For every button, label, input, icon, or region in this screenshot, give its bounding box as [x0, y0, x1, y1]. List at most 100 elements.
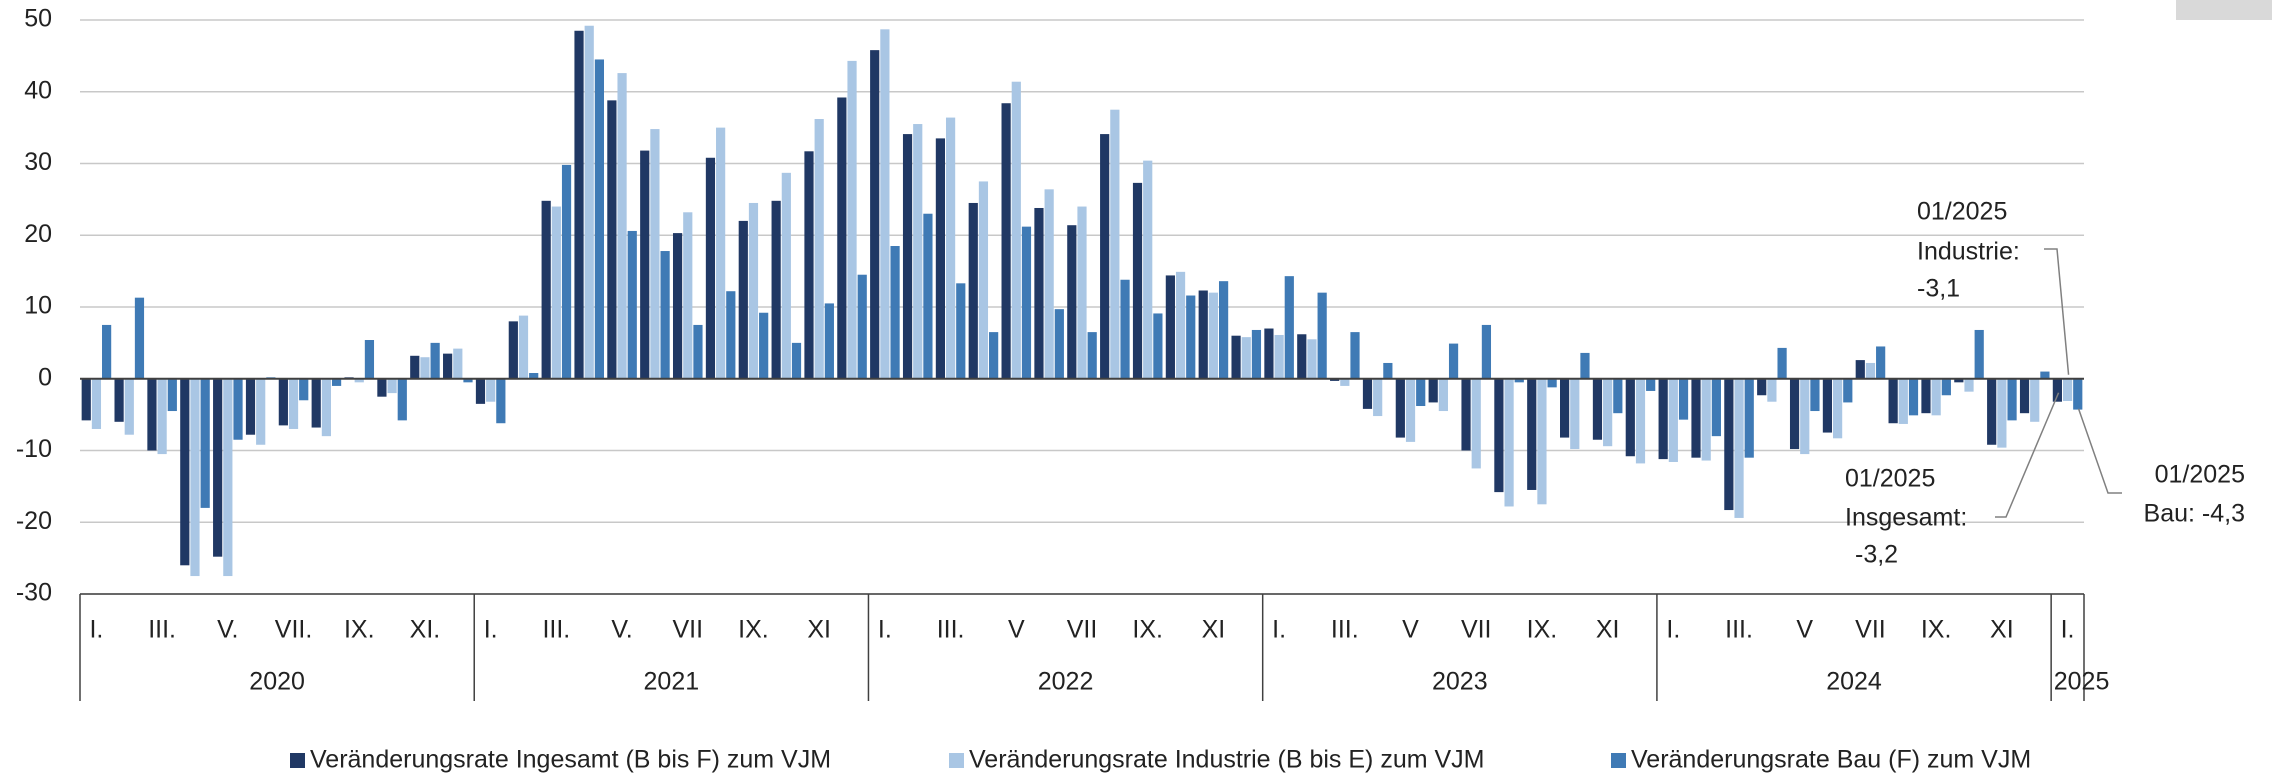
- bar: [824, 303, 834, 379]
- bar: [354, 378, 364, 383]
- x-tick-label: I.: [1272, 616, 1286, 644]
- bar: [1822, 378, 1833, 433]
- bar: [1077, 206, 1087, 379]
- bar: [627, 230, 637, 379]
- bar: [1461, 378, 1471, 451]
- bar: [847, 60, 857, 379]
- bar: [1034, 207, 1044, 379]
- bar: [1921, 378, 1931, 414]
- bar: [311, 378, 321, 428]
- x-tick-label: III.: [542, 616, 570, 644]
- bar: [1438, 378, 1448, 412]
- bar: [594, 59, 604, 379]
- bar: [1067, 225, 1077, 379]
- x-tick-label: III.: [937, 616, 965, 644]
- x-tick-label: VII.: [275, 616, 313, 644]
- bar: [1231, 335, 1241, 379]
- legend-swatch: [290, 753, 305, 768]
- bar: [190, 378, 200, 577]
- x-tick-label: XI: [1596, 616, 1620, 644]
- bar: [1218, 281, 1229, 379]
- annotation: 01/2025: [1845, 465, 1935, 493]
- bar: [683, 212, 693, 379]
- bar: [134, 297, 145, 379]
- bar: [2007, 378, 2017, 421]
- bar: [1284, 276, 1294, 379]
- bar: [771, 200, 781, 379]
- bar: [1678, 378, 1689, 420]
- y-tick-label: 20: [24, 220, 52, 248]
- bar: [945, 117, 956, 379]
- bar: [1724, 378, 1734, 511]
- bar: [245, 378, 256, 435]
- bar: [278, 378, 288, 426]
- x-tick-label: V.: [217, 616, 238, 644]
- bar: [1974, 329, 1984, 379]
- bar: [387, 378, 397, 394]
- bar: [1165, 275, 1175, 379]
- bar: [420, 357, 430, 379]
- bar: [541, 200, 551, 379]
- legend-label: Veränderungsrate Bau (F) zum VJM: [1631, 746, 2031, 774]
- bar: [1888, 378, 1898, 424]
- bar: [518, 315, 529, 379]
- bar: [1198, 290, 1208, 379]
- bar: [738, 220, 748, 379]
- bar: [114, 378, 124, 422]
- annotation: Bau: -4,3: [2144, 500, 2245, 528]
- bar: [1340, 378, 1350, 386]
- bar: [1481, 324, 1492, 379]
- bar: [1547, 378, 1557, 388]
- x-tick-label: III.: [148, 616, 176, 644]
- bar: [475, 378, 486, 404]
- bar: [1186, 295, 1196, 379]
- bar: [2052, 378, 2062, 402]
- y-tick-label: 30: [24, 148, 52, 176]
- x-tick-label: IX.: [738, 616, 769, 644]
- x-tick-label: V: [1796, 616, 1813, 644]
- x-tick-label: VII: [1461, 616, 1492, 644]
- year-label: 2025: [2054, 668, 2110, 696]
- bar: [1001, 103, 1011, 379]
- bar: [989, 332, 999, 379]
- bar: [1143, 160, 1153, 379]
- bar: [1580, 352, 1590, 379]
- bar: [397, 378, 407, 421]
- leader-line: [2077, 408, 2122, 494]
- bar: [1241, 337, 1251, 379]
- bar: [1383, 362, 1393, 379]
- x-tick-label: VII: [672, 616, 703, 644]
- bar: [2019, 378, 2030, 414]
- bar: [1744, 378, 1754, 458]
- bar: [1471, 378, 1481, 469]
- bar: [1208, 292, 1219, 379]
- bar: [430, 342, 440, 379]
- x-tick-label: I.: [2061, 616, 2075, 644]
- bar: [2030, 378, 2040, 422]
- bar: [1668, 378, 1678, 462]
- bar: [890, 246, 900, 379]
- bar: [726, 291, 736, 379]
- bar: [1865, 362, 1876, 379]
- x-tick-label: XI: [1202, 616, 1226, 644]
- bar: [693, 324, 703, 379]
- x-tick-label: IX.: [1527, 616, 1558, 644]
- legend-swatch: [949, 753, 964, 768]
- bar: [167, 378, 177, 412]
- corner-box: [2176, 0, 2272, 20]
- y-tick-label: 50: [24, 5, 52, 33]
- bar: [814, 119, 824, 379]
- bar: [1810, 378, 1820, 412]
- bar: [1264, 328, 1274, 379]
- bar: [1833, 378, 1843, 439]
- bar: [968, 202, 978, 379]
- bar: [1297, 334, 1307, 379]
- bar: [956, 283, 966, 379]
- bar: [1054, 309, 1064, 379]
- annotation: Insgesamt:: [1845, 504, 1967, 532]
- bar: [1767, 378, 1777, 402]
- bar: [837, 97, 847, 379]
- bar: [1251, 329, 1262, 379]
- bar: [1701, 378, 1711, 461]
